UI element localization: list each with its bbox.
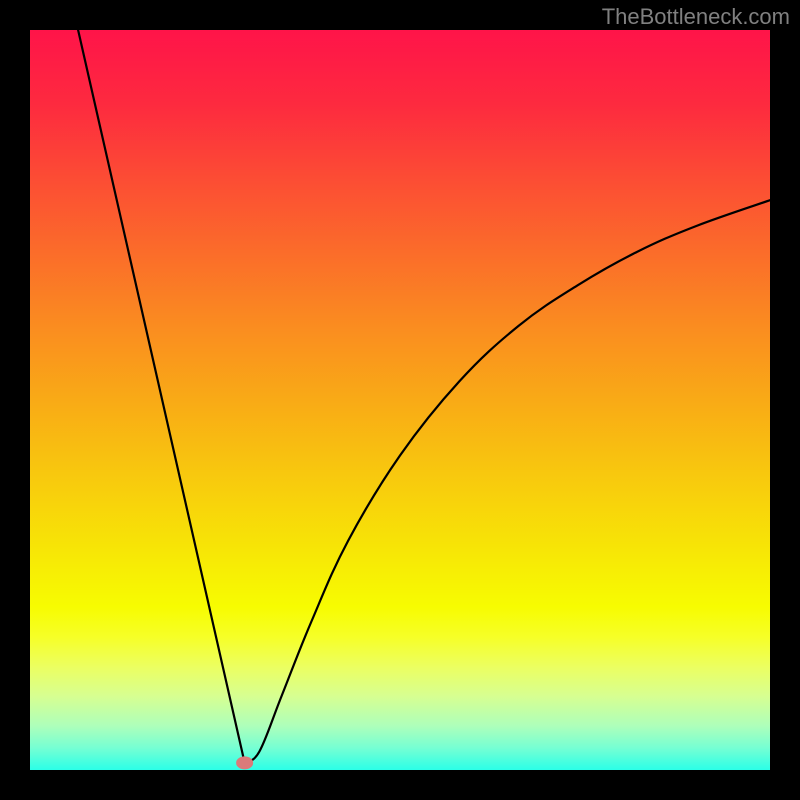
sweet-spot-marker xyxy=(236,756,254,769)
bottleneck-curve xyxy=(30,30,770,770)
plot-area xyxy=(30,30,770,770)
attribution-text: TheBottleneck.com xyxy=(602,4,790,30)
